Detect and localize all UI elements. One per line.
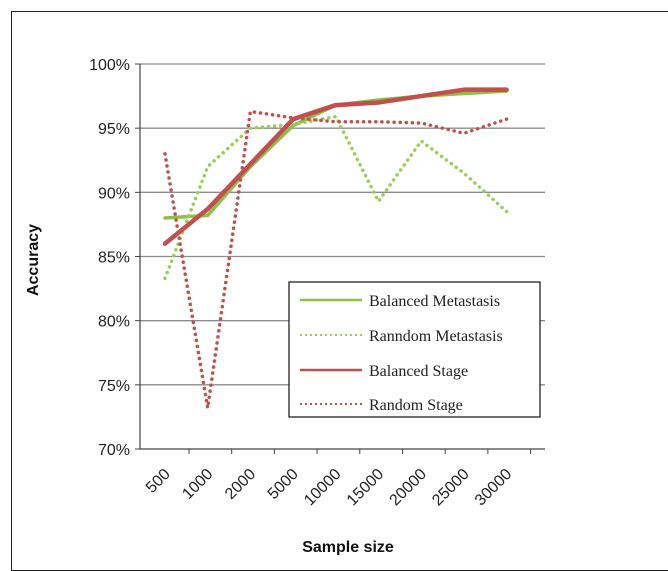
legend-label: Balanced Metastasis (369, 293, 500, 310)
y-tick-label: 80% (98, 314, 130, 331)
legend: Balanced Metastasis Ranndom Metastasis Bal… (288, 281, 541, 418)
y-tick-label: 70% (98, 442, 130, 459)
series-line-ranndom-metastasis (163, 114, 509, 281)
legend-label: Ranndom Metastasis (369, 328, 503, 345)
x-tick-label: 2000 (222, 466, 259, 503)
y-tick-label: 90% (98, 185, 130, 202)
x-axis-title: Sample size (302, 539, 394, 555)
x-tick-label: 1000 (179, 466, 216, 503)
axes (135, 63, 545, 454)
series-lines (162, 87, 509, 410)
x-tick-label: 20000 (387, 466, 431, 510)
y-tick-label: 95% (98, 121, 130, 138)
y-tick-label: 85% (98, 250, 130, 267)
x-tick-label: 500 (143, 466, 174, 497)
y-tick-labels: 100% 95% 90% 85% 80% 75% 70% (89, 57, 130, 459)
y-axis-title: Accuracy (25, 224, 42, 296)
series-line-random-stage (163, 109, 509, 410)
x-tick-label: 15000 (344, 466, 388, 510)
x-tick-labels: 500 1000 2000 5000 10000 15000 20000 25000 30000 (143, 466, 516, 510)
x-tick-label: 10000 (301, 466, 345, 510)
legend-label: Random Stage (369, 397, 463, 414)
y-tick-label: 75% (98, 378, 130, 395)
legend-label: Balanced Stage (369, 363, 468, 380)
y-tick-label: 100% (89, 57, 130, 74)
line-chart: 100%95%90%85%80%75%70% 500 1000 2000 5000 10… (25, 57, 545, 555)
series-line-balanced-stage (162, 87, 509, 246)
legend-box (288, 281, 541, 418)
x-tick-label: 5000 (265, 466, 302, 503)
x-tick-label: 30000 (472, 466, 516, 510)
x-tick-label: 25000 (429, 466, 473, 510)
